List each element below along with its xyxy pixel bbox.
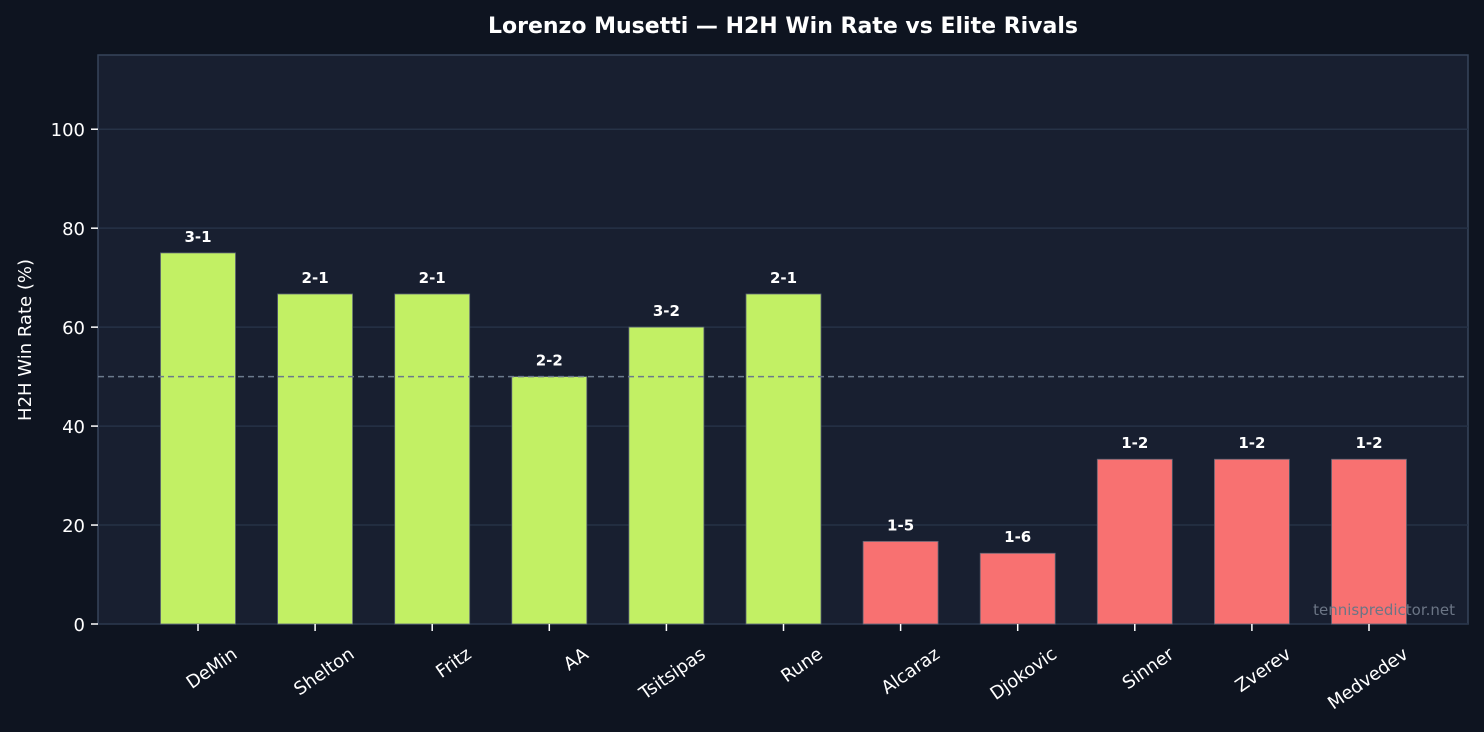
y-axis-ticks: 0 20 40 60 80 100 [51,120,98,636]
chart-title: Lorenzo Musetti — H2H Win Rate vs Elite … [488,14,1078,39]
bar-fritz [394,293,471,625]
data-label: 2-1 [302,269,329,287]
y-tick-label: 80 [62,219,85,240]
bar-djokovic [979,552,1056,625]
data-label: 2-1 [419,269,446,287]
data-label: 1-2 [1355,434,1382,452]
bar-shelton [277,293,354,625]
y-tick-label: 60 [62,318,85,339]
bar-zverev [1214,458,1290,625]
watermark: tennispredictor.net [1313,601,1455,619]
data-labels: 3-1 2-1 2-1 2-2 3-2 2-1 1-5 1-6 1-2 1-2 1-2 [184,228,1382,546]
bar-demin [160,252,236,625]
data-label: 1-2 [1238,434,1265,452]
data-label: 3-1 [184,228,211,246]
y-tick-label: 20 [62,516,85,537]
data-label: 3-2 [653,302,680,320]
y-tick-label: 40 [62,417,85,438]
bar-aa [511,376,588,625]
y-tick-label: 100 [51,120,85,141]
bar-rune [745,293,822,625]
data-label: 2-2 [536,352,563,370]
y-axis-label: H2H Win Rate (%) [15,259,36,421]
data-label: 1-5 [887,516,914,534]
data-label: 1-2 [1121,434,1148,452]
bar-alcaraz [862,540,939,625]
bar-medvedev [1331,458,1407,625]
bar-sinner [1096,458,1173,625]
data-label: 1-6 [1004,528,1031,546]
data-label: 2-1 [770,269,797,287]
y-tick-label: 0 [74,615,85,636]
bars [160,252,1407,625]
bar-tsitsipas [628,326,705,625]
